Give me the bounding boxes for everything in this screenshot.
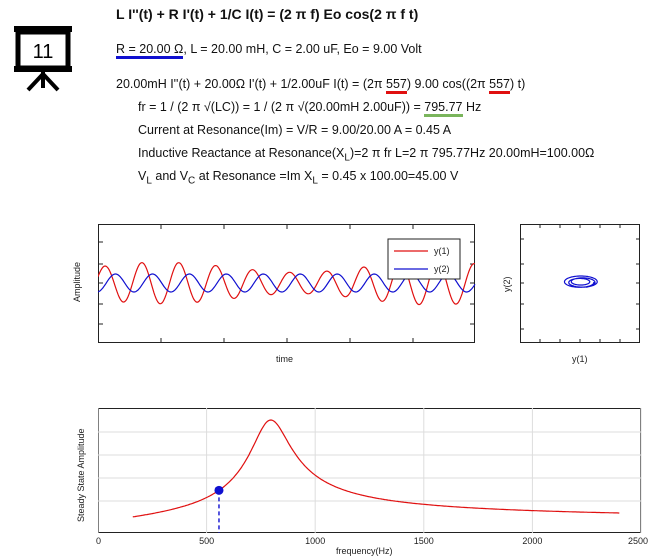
voltage-sub-l: L (146, 175, 152, 187)
reactance-text-1: Inductive Reactance at Resonance(X (138, 146, 345, 160)
phase-plot-ticks (520, 224, 640, 343)
x-tick-label: 2500 (628, 536, 649, 546)
legend-y2-label: y(2) (434, 264, 450, 274)
ode-line: 20.00mH I''(t) + 20.00Ω I'(t) + 1/2.00uF… (116, 77, 526, 94)
time-chart-ticks (98, 224, 475, 343)
phase-plot-frame (520, 224, 640, 343)
reactance-text-2: )=2 π fr L=2 π 795.77Hz 20.00mH=100.00Ω (349, 146, 595, 160)
frequency-value-2: 557 (489, 77, 511, 94)
x-tick-label: 0 (96, 536, 102, 546)
phase-plot-ylabel: y(2) (502, 276, 512, 293)
current-line: Current at Resonance(Im) = V/R = 9.00/20… (138, 123, 452, 137)
resonance-line: fr = 1 / (2 π √(LC)) = 1 / (2 π √(20.00m… (138, 100, 482, 117)
frequency-chart-frame (98, 408, 641, 533)
frequency-value-1: 557 (386, 77, 407, 94)
x-tick-label: 1000 (305, 536, 326, 546)
time-chart-xlabel: time (276, 354, 294, 364)
time-chart-legend: y(1) y(2) (387, 238, 461, 280)
x-tick-label: 500 (199, 536, 215, 546)
equation-title: L I''(t) + R I'(t) + 1/C I(t) = (2 π f) … (116, 6, 419, 22)
operating-frequency-point[interactable] (214, 485, 224, 495)
series-y1-line (98, 260, 476, 306)
phase-plot (520, 224, 640, 343)
resistance-value: R = 20.00 Ω (116, 42, 184, 59)
voltage-v: V (138, 169, 147, 183)
frequency-chart-xlabel: frequency(Hz) (336, 546, 393, 556)
resonance-value: 795.77 (424, 100, 463, 117)
frequency-chart-grid (98, 408, 642, 533)
phase-curve (563, 275, 598, 288)
voltage-mid: at Resonance =Im X (195, 169, 313, 183)
voltage-end: = 0.45 x 100.00=45.00 V (317, 169, 459, 183)
phase-plot-xlabel: y(1) (572, 354, 588, 364)
voltage-line: VL and VC at Resonance =Im XL = 0.45 x 1… (138, 169, 458, 187)
reactance-sub: L (344, 152, 350, 164)
amplitude-curve (132, 419, 620, 518)
resonance-unit: Hz (462, 100, 482, 114)
legend-y1-label: y(1) (434, 246, 450, 256)
voltage-sub-l2: L (312, 175, 318, 187)
time-series-chart: y(1) y(2) (98, 224, 476, 343)
ode-text-2: ) 9.00 cos((2π (406, 77, 490, 91)
frequency-chart-ylabel: Steady State Amplitude (76, 428, 86, 522)
voltage-and: and V (151, 169, 189, 183)
voltage-sub-c: C (188, 175, 196, 187)
frequency-response-chart (98, 408, 642, 533)
parameters-rest: , L = 20.00 mH, C = 2.00 uF, Eo = 9.00 V… (183, 42, 422, 56)
reactance-line: Inductive Reactance at Resonance(XL)=2 π… (138, 146, 594, 164)
badge-number: 11 (33, 41, 54, 63)
ode-text-3: ) t) (510, 77, 526, 91)
time-chart-ylabel: Amplitude (72, 261, 82, 302)
parameters-line: R = 20.00 Ω, L = 20.00 mH, C = 2.00 uF, … (116, 42, 422, 59)
x-tick-label: 2000 (522, 536, 543, 546)
x-tick-label: 1500 (413, 536, 434, 546)
resonance-formula: fr = 1 / (2 π √(LC)) = 1 / (2 π √(20.00m… (138, 100, 425, 114)
presentation-board-icon: 11 (10, 22, 76, 92)
ode-text-1: 20.00mH I''(t) + 20.00Ω I'(t) + 1/2.00uF… (116, 77, 387, 91)
